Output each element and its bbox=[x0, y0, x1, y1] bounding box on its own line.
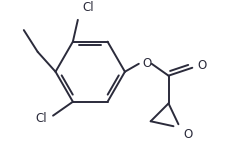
Text: O: O bbox=[142, 57, 151, 70]
Text: Cl: Cl bbox=[35, 112, 47, 125]
Text: O: O bbox=[197, 59, 206, 72]
Text: O: O bbox=[183, 128, 192, 141]
Text: Cl: Cl bbox=[82, 2, 93, 14]
